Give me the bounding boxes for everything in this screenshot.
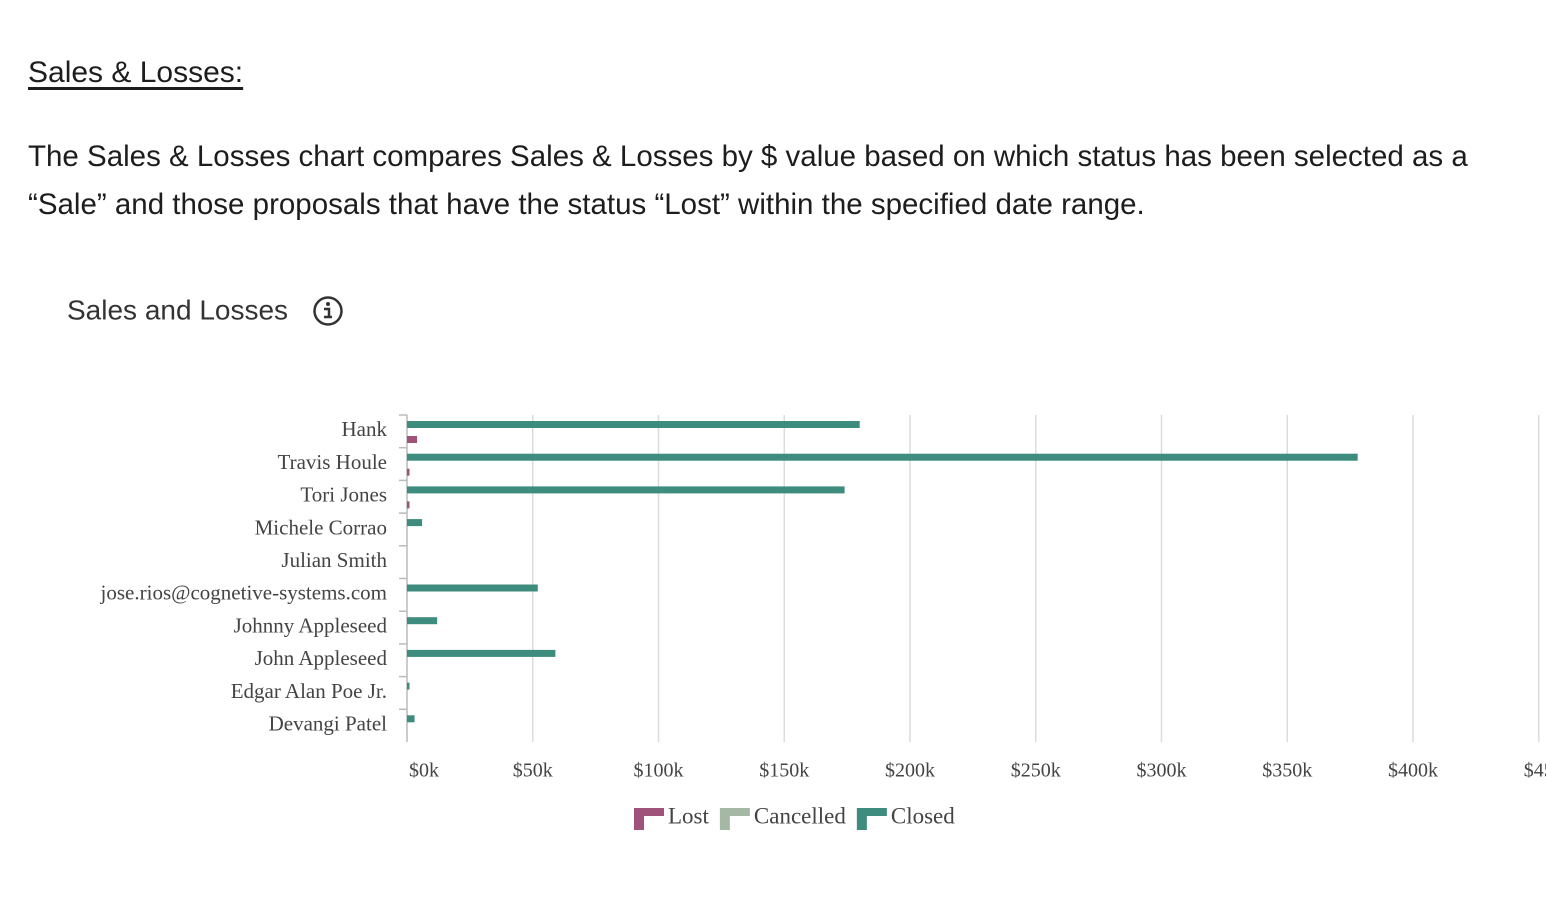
legend-label: Closed [891, 803, 955, 828]
y-tick-label: Julian Smith [281, 548, 387, 572]
y-tick-label: Travis Houle [278, 450, 387, 474]
legend-swatch [634, 808, 664, 830]
legend-swatch [719, 808, 750, 830]
description: The Sales & Losses chart compares Sales … [28, 140, 1468, 221]
bar [407, 682, 410, 690]
x-tick-label: $400k [1388, 760, 1438, 782]
bar [407, 436, 418, 443]
bar [407, 468, 410, 476]
bar [407, 501, 410, 509]
x-tick-label: $45 [1524, 760, 1546, 782]
bar [407, 486, 845, 494]
x-tick-label: $150k [759, 760, 809, 782]
x-tick-label: $250k [1011, 760, 1061, 782]
bar [407, 715, 415, 723]
bar [407, 617, 438, 625]
chart-title: Sales and Losses [67, 294, 288, 325]
x-tick-label: $350k [1262, 760, 1312, 782]
legend-swatch [856, 808, 887, 830]
bar [407, 584, 538, 592]
bar [407, 453, 1358, 461]
y-tick-label: Michele Corrao [255, 515, 387, 539]
info-icon[interactable] [313, 296, 343, 326]
bar [407, 421, 860, 428]
legend-label: Lost [668, 803, 710, 828]
section-heading: Sales & Losses: [28, 56, 244, 89]
legend-label: Cancelled [754, 803, 846, 828]
bar [407, 649, 556, 657]
x-tick-label: $200k [885, 760, 935, 782]
bar [407, 519, 423, 527]
x-tick-label: $100k [634, 760, 684, 782]
y-tick-label: John Appleseed [255, 646, 388, 670]
y-tick-label: jose.rios@cognetive-systems.com [100, 581, 387, 605]
y-tick-label: Edgar Alan Poe Jr. [231, 679, 387, 703]
x-tick-label: $300k [1137, 760, 1187, 782]
y-tick-label: Devangi Patel [269, 711, 388, 735]
x-tick-label: $50k [513, 760, 553, 782]
x-tick-label: $0k [409, 760, 439, 782]
y-tick-label: Hank [342, 417, 388, 441]
y-tick-label: Johnny Appleseed [234, 613, 388, 637]
y-tick-label: Tori Jones [300, 483, 387, 507]
